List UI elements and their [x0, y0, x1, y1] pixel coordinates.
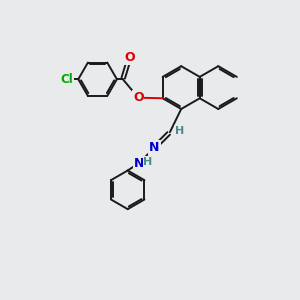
Text: Cl: Cl [61, 73, 73, 86]
Text: N: N [149, 141, 160, 154]
Text: O: O [133, 91, 144, 104]
Text: H: H [175, 126, 184, 136]
Text: H: H [143, 157, 152, 166]
Text: O: O [124, 51, 135, 64]
Text: N: N [134, 157, 144, 169]
